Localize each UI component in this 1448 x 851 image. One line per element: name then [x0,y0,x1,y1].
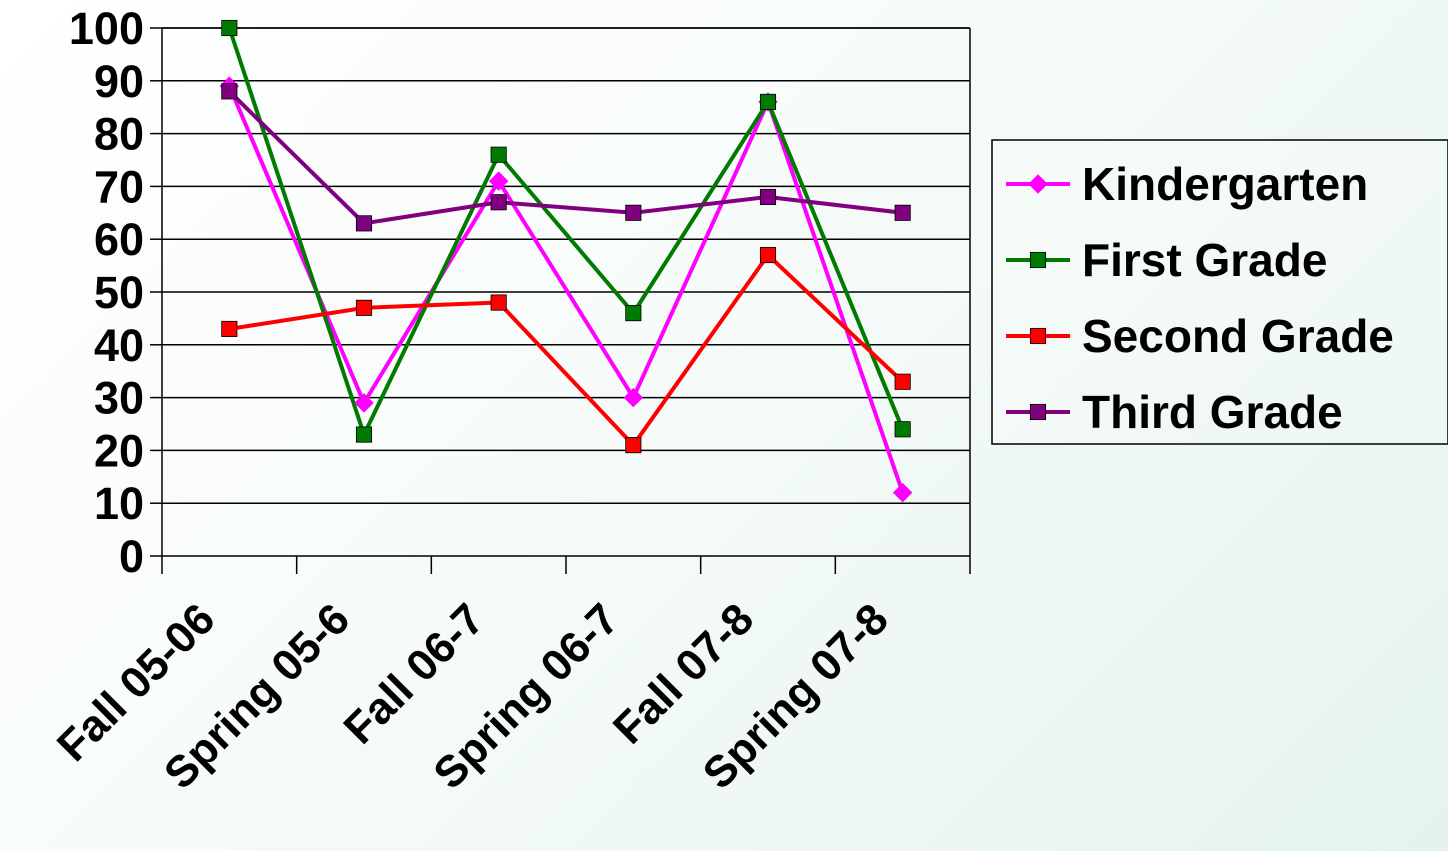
data-point-first-grade [759,93,777,110]
data-point-third-grade [625,204,642,221]
data-point-kindergarten [488,171,509,191]
data-point-kindergarten [892,482,913,503]
data-point-third-grade [355,215,373,232]
data-point-second-grade [625,437,642,454]
data-point-third-grade [221,83,238,100]
series-markers [219,19,913,503]
data-point-first-grade [221,19,238,37]
data-point-kindergarten [623,387,644,408]
data-point-first-grade [490,146,507,163]
y-tick-label: 80 [94,109,144,160]
y-tick-label: 90 [94,56,144,107]
y-tick-label: 70 [94,161,144,212]
y-tick-label: 20 [94,425,144,476]
data-point-second-grade [759,246,777,264]
data-point-first-grade [625,305,642,322]
legend-label-kindergarten: Kindergarten [1082,158,1368,210]
data-point-third-grade [759,188,777,206]
data-point-second-grade [221,320,238,338]
legend-label-second-grade: Second Grade [1082,310,1394,362]
legend-label-first-grade: First Grade [1082,234,1327,286]
series-line-second-grade [229,253,905,448]
y-tick-label: 50 [94,267,144,318]
legend: Kindergarten First Grade Second Grade Third… [991,139,1448,445]
y-tick-label: 30 [94,373,144,424]
series-line-first-grade [227,27,905,437]
axes [150,27,971,574]
data-point-third-grade [490,194,507,211]
gridlines [162,27,970,504]
y-tick-label: 60 [94,214,144,265]
series-lines [227,27,905,494]
data-point-second-grade [490,294,507,311]
series-line-third-grade [227,89,903,226]
legend-marker-second-grade [1029,327,1047,345]
data-point-third-grade [894,204,911,221]
y-tick-label: 10 [94,478,144,529]
legend-label-third-grade: Third Grade [1082,386,1343,438]
legend-box [991,139,1448,445]
data-point-second-grade [894,373,911,390]
y-tick-label: 100 [69,3,144,54]
data-point-kindergarten [354,393,374,413]
y-tick-label: 0 [119,531,144,582]
legend-marker-third-grade [1029,403,1047,421]
data-point-first-grade [355,426,373,443]
y-tick-label: 40 [94,320,144,371]
data-point-second-grade [355,299,373,316]
legend-marker-first-grade [1029,251,1047,269]
data-point-first-grade [894,421,911,438]
legend-marker-kindergarten [1028,174,1048,194]
series-line-kindergarten [227,85,905,494]
